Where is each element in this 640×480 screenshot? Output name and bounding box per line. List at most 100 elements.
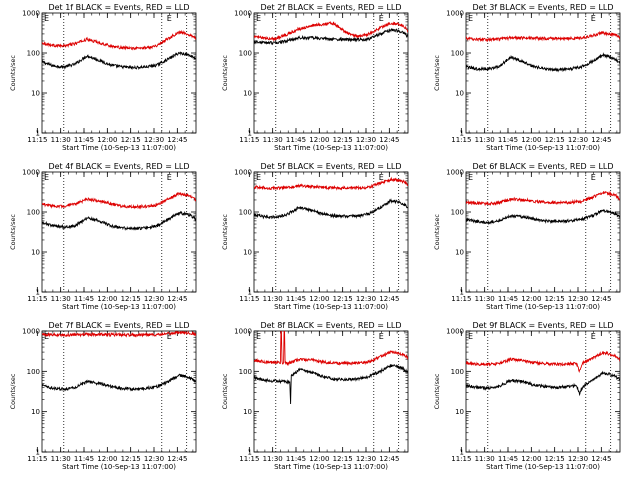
plot-frame: [253, 330, 409, 453]
y-tick-label: 10: [243, 249, 252, 257]
plot-frame: [41, 12, 197, 134]
flag-e-right: E: [591, 332, 596, 341]
series-events-line: [254, 198, 408, 220]
panel-det-3: Det 3f BLACK = Events, RED = LLD 1 10 100 10…: [433, 3, 621, 152]
x-tick-label: 11:30: [475, 295, 495, 303]
y-tick-label: 100: [27, 50, 40, 58]
x-tick-label: 11:45: [498, 455, 518, 463]
x-tick-label: 12:15: [333, 455, 353, 463]
y-tick-label: 100: [451, 368, 464, 376]
panel-title: Det 1f BLACK = Events, RED = LLD: [48, 3, 189, 12]
x-tick-label: 12:15: [545, 295, 565, 303]
flag-e-left: E: [468, 14, 473, 23]
flag-e-right: E: [379, 332, 384, 341]
x-tick-label: 12:30: [144, 455, 164, 463]
x-tick-label: 11:30: [475, 455, 495, 463]
x-tick-label: 11:30: [263, 455, 283, 463]
x-tick-label: 12:30: [356, 455, 376, 463]
y-tick-label: 1: [248, 130, 252, 138]
y-tick-label: 100: [451, 209, 464, 217]
y-tick-label: 1: [248, 449, 252, 457]
x-tick-label: 12:45: [591, 136, 611, 144]
y-tick-label: 1: [460, 449, 464, 457]
x-tick-label: 11:30: [263, 295, 283, 303]
x-axis-label: Start Time (10-Sep-13 11:07:00): [274, 303, 388, 311]
x-tick-label: 12:45: [591, 455, 611, 463]
x-tick-label: 12:45: [379, 455, 399, 463]
y-tick-label: 10: [455, 249, 464, 257]
y-tick-label: 10: [31, 90, 40, 98]
series-events-line: [466, 370, 620, 397]
series-events-line: [254, 27, 408, 46]
flag-e-left: E: [468, 332, 473, 341]
x-tick-label: 11:15: [239, 295, 259, 303]
y-tick-label: 1: [248, 289, 252, 297]
y-tick-label: 10: [455, 90, 464, 98]
series-events-line: [466, 52, 620, 73]
panel-title: Det 3f BLACK = Events, RED = LLD: [472, 3, 613, 12]
series-events-line: [466, 209, 620, 226]
x-tick-label: 12:45: [379, 136, 399, 144]
flag-e-left: E: [44, 14, 49, 23]
panel-title: Det 6f BLACK = Events, RED = LLD: [472, 162, 613, 171]
x-tick-label: 11:15: [239, 136, 259, 144]
x-tick-label: 11:30: [51, 455, 71, 463]
flag-e-right: E: [591, 173, 596, 182]
series-lld-line: [254, 21, 408, 42]
panel-title: Det 8f BLACK = Events, RED = LLD: [260, 321, 401, 330]
x-tick-label: 12:30: [356, 295, 376, 303]
x-tick-label: 11:15: [451, 455, 471, 463]
series-lld-line: [42, 191, 196, 210]
flag-e-left: E: [468, 173, 473, 182]
y-tick-label: 100: [27, 209, 40, 217]
plot-frame: [41, 171, 197, 293]
panel-det-6: Det 6f BLACK = Events, RED = LLD 1 10 100 10…: [433, 162, 621, 311]
y-tick-label: 1000: [22, 328, 40, 336]
x-tick-label: 12:15: [545, 455, 565, 463]
y-tick-label: 10: [243, 90, 252, 98]
x-tick-label: 12:30: [144, 295, 164, 303]
y-tick-label: 1: [460, 130, 464, 138]
plot-frame: [465, 330, 621, 453]
series-events-line: [254, 364, 408, 405]
flag-e-left: E: [256, 173, 261, 182]
x-tick-label: 11:45: [286, 455, 306, 463]
x-tick-label: 11:15: [239, 455, 259, 463]
x-tick-label: 12:45: [591, 295, 611, 303]
series-events-line: [42, 373, 196, 392]
x-tick-label: 11:15: [27, 136, 47, 144]
flag-e-right: E: [167, 173, 172, 182]
flag-e-right: E: [167, 14, 172, 23]
y-axis-label: Counts/sec: [221, 373, 229, 409]
x-tick-label: 12:45: [167, 455, 187, 463]
x-tick-label: 12:15: [333, 295, 353, 303]
y-tick-label: 100: [239, 50, 252, 58]
y-tick-label: 1000: [446, 10, 464, 18]
y-axis-label: Counts/sec: [221, 55, 229, 91]
series-lld-line: [466, 190, 620, 207]
x-tick-label: 12:15: [545, 136, 565, 144]
flag-e-right: E: [379, 14, 384, 23]
flag-e-left: E: [44, 173, 49, 182]
series-lld-line: [42, 29, 196, 51]
y-tick-label: 1000: [234, 328, 252, 336]
x-tick-label: 11:30: [263, 136, 283, 144]
y-axis-label: Counts/sec: [433, 214, 441, 250]
x-tick-label: 11:45: [74, 455, 94, 463]
y-tick-label: 1: [36, 289, 40, 297]
y-tick-label: 1000: [234, 169, 252, 177]
x-tick-label: 11:45: [286, 295, 306, 303]
x-tick-label: 12:00: [521, 136, 541, 144]
x-axis-label: Start Time (10-Sep-13 11:07:00): [274, 144, 388, 152]
x-tick-label: 11:45: [74, 136, 94, 144]
x-tick-label: 12:00: [309, 455, 329, 463]
x-axis-label: Start Time (10-Sep-13 11:07:00): [62, 144, 176, 152]
x-tick-label: 11:15: [27, 295, 47, 303]
y-tick-label: 100: [239, 368, 252, 376]
flag-e-left: E: [256, 332, 261, 341]
x-axis-label: Start Time (10-Sep-13 11:07:00): [486, 303, 600, 311]
x-tick-label: 12:30: [144, 136, 164, 144]
panel-det-2: Det 2f BLACK = Events, RED = LLD 1 10 100 10…: [221, 3, 409, 152]
flag-e-left: E: [44, 332, 49, 341]
panel-det-9: Det 9f BLACK = Events, RED = LLD 1 10 100 10…: [433, 321, 621, 471]
